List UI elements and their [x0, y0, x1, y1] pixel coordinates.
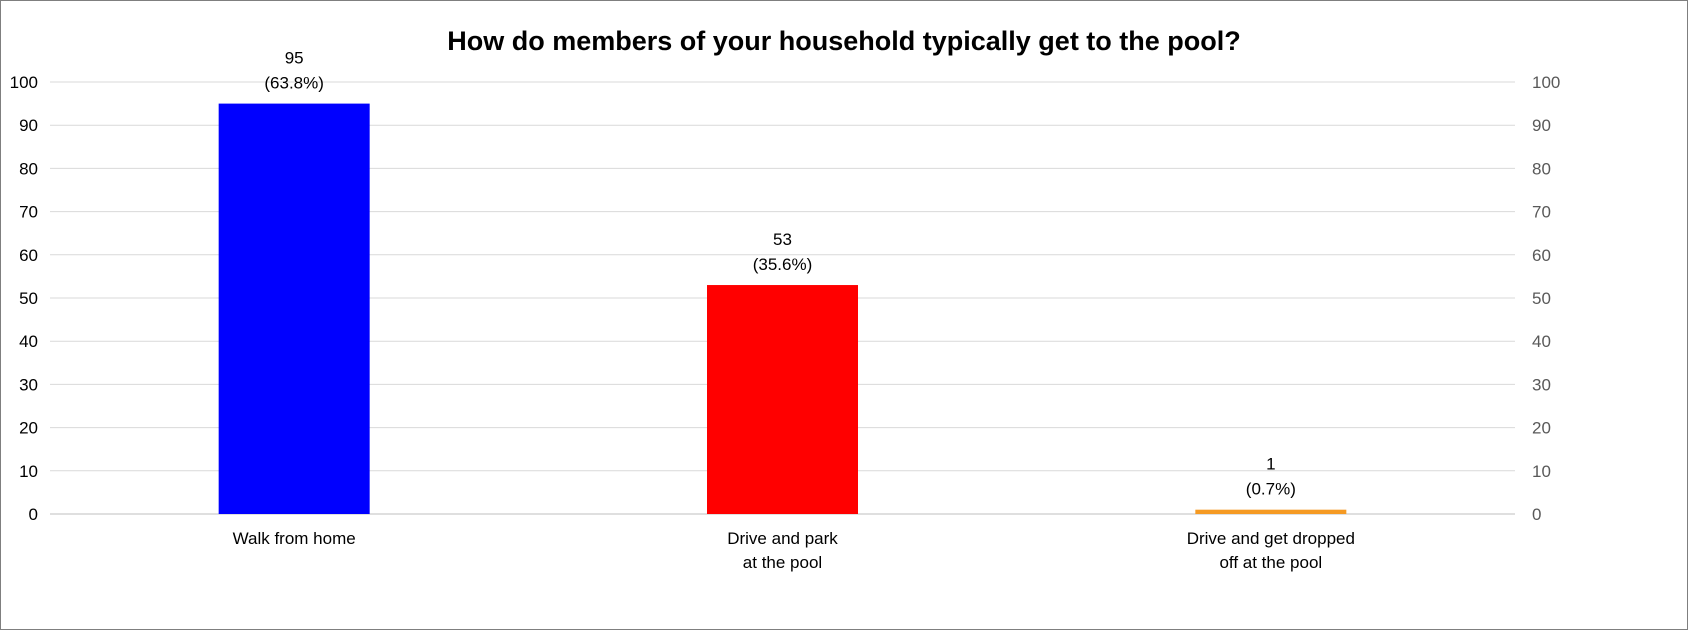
- chart-title: How do members of your household typical…: [447, 26, 1241, 56]
- data-labels: 95 (63.8%) 53 (35.6%) 1 (0.7%): [264, 49, 1295, 499]
- data-label-percent: (0.7%): [1246, 480, 1296, 499]
- y-tick-label-left: 80: [19, 159, 38, 178]
- y-tick-label-left: 50: [19, 289, 38, 308]
- y-tick-label-left: 20: [19, 419, 38, 438]
- x-category-label: Walk from home: [233, 529, 356, 548]
- y-tick-label-left: 40: [19, 332, 38, 351]
- y-tick-label-right: 10: [1532, 462, 1551, 481]
- y-tick-label-right: 50: [1532, 289, 1551, 308]
- y-tick-label-left: 0: [29, 505, 38, 524]
- y-axis-right: 0 10 20 30 40 50 60 70 80 90 100: [1532, 73, 1560, 524]
- y-axis-left: 0 10 20 30 40 50 60 70 80 90 100: [10, 73, 38, 524]
- x-axis-categories: Walk from home Drive and park at the pool D…: [233, 529, 1355, 572]
- data-label-value: 95: [285, 49, 304, 68]
- x-category-label: Drive and get dropped: [1187, 529, 1355, 548]
- x-category-label: off at the pool: [1219, 553, 1322, 572]
- data-label-value: 1: [1266, 455, 1275, 474]
- y-tick-label-left: 30: [19, 375, 38, 394]
- x-category-label: Drive and park: [727, 529, 838, 548]
- y-tick-label-right: 100: [1532, 73, 1560, 92]
- y-tick-label-right: 30: [1532, 375, 1551, 394]
- y-tick-label-right: 0: [1532, 505, 1541, 524]
- x-category-label: at the pool: [743, 553, 822, 572]
- y-tick-label-right: 80: [1532, 159, 1551, 178]
- bar: [1195, 509, 1347, 514]
- data-label-percent: (35.6%): [753, 255, 813, 274]
- data-label-percent: (63.8%): [264, 74, 324, 93]
- data-label-value: 53: [773, 230, 792, 249]
- y-tick-label-right: 20: [1532, 419, 1551, 438]
- y-tick-label-right: 90: [1532, 116, 1551, 135]
- bar: [218, 103, 370, 514]
- y-tick-label-right: 40: [1532, 332, 1551, 351]
- y-tick-label-left: 90: [19, 116, 38, 135]
- y-tick-label-left: 70: [19, 203, 38, 222]
- y-tick-label-left: 100: [10, 73, 38, 92]
- bars: [218, 103, 1347, 514]
- y-tick-label-left: 10: [19, 462, 38, 481]
- y-tick-label-left: 60: [19, 246, 38, 265]
- y-tick-label-right: 70: [1532, 203, 1551, 222]
- bar: [707, 285, 858, 514]
- y-tick-label-right: 60: [1532, 246, 1551, 265]
